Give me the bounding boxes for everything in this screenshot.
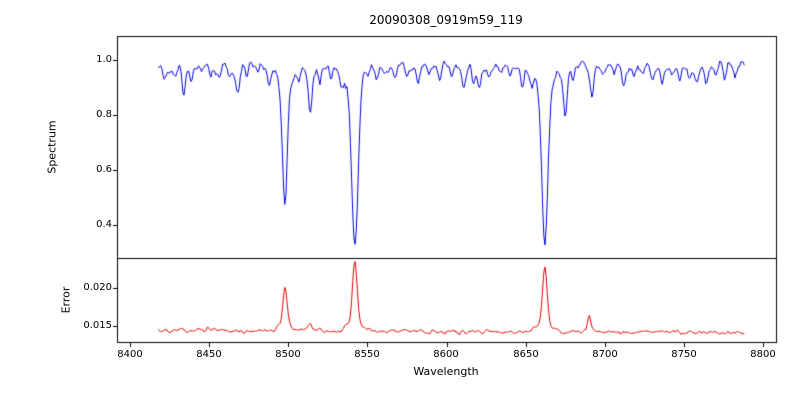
x-tick-label: 8600 (433, 349, 459, 360)
y-tick-label: 0.4 (96, 219, 112, 230)
x-tick-label: 8650 (513, 349, 539, 360)
y-axis-label-error: Error (59, 286, 73, 314)
y-tick-label: 0.8 (96, 109, 112, 120)
y-tick-label: 0.015 (83, 320, 112, 331)
x-axis-label: Wavelength (413, 365, 479, 378)
y-axis-label-spectrum: Spectrum (45, 120, 59, 174)
x-tick-label: 8800 (750, 349, 776, 360)
x-tick-label: 8550 (354, 349, 380, 360)
y-tick-label: 0.020 (83, 282, 112, 293)
x-tick-label: 8450 (196, 349, 222, 360)
x-tick-label: 8700 (592, 349, 618, 360)
x-tick-label: 8750 (671, 349, 697, 360)
chart-title: 20090308_0919m59_119 (369, 13, 523, 27)
y-tick-label: 0.6 (96, 164, 112, 175)
x-tick-label: 8400 (117, 349, 143, 360)
y-tick-label: 1.0 (96, 54, 112, 65)
x-tick-label: 8500 (275, 349, 301, 360)
